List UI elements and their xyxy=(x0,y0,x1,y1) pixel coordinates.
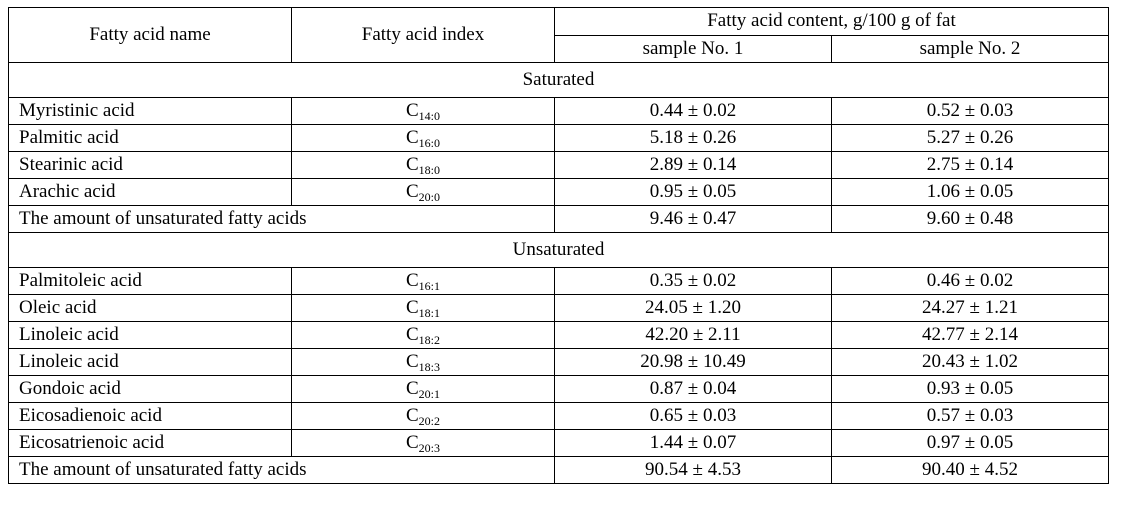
table-row: Gondoic acid C20:1 0.87 ± 0.04 0.93 ± 0.05 xyxy=(8,375,1109,403)
fatty-acid-name: Eicosadienoic acid xyxy=(8,402,292,430)
fatty-acid-name: Stearinic acid xyxy=(8,151,292,179)
index-subscript: 16:0 xyxy=(418,136,441,150)
fatty-acid-name: Linoleic acid xyxy=(8,321,292,349)
fatty-acid-index: C18:2 xyxy=(291,321,555,349)
fatty-acid-index: C16:0 xyxy=(291,124,555,152)
table-row: Palmitoleic acid C16:1 0.35 ± 0.02 0.46 ± 0… xyxy=(8,267,1109,295)
fatty-acid-index: C16:1 xyxy=(291,267,555,295)
index-subscript: 18:0 xyxy=(418,163,441,177)
fatty-acid-name: Palmitic acid xyxy=(8,124,292,152)
table-row: Eicosadienoic acid C20:2 0.65 ± 0.03 0.57 ±… xyxy=(8,402,1109,430)
index-carbon: C xyxy=(405,127,419,148)
total-sample-2: 9.60 ± 0.48 xyxy=(831,205,1109,233)
index-carbon: C xyxy=(405,405,419,426)
fatty-acid-index: C18:1 xyxy=(291,294,555,322)
fatty-acid-index: C20:2 xyxy=(291,402,555,430)
sample-2-value: 0.97 ± 0.05 xyxy=(831,429,1109,457)
header-fatty-acid-name: Fatty acid name xyxy=(8,7,292,63)
sample-2-value: 2.75 ± 0.14 xyxy=(831,151,1109,179)
sample-2-value: 42.77 ± 2.14 xyxy=(831,321,1109,349)
sample-2-value: 0.52 ± 0.03 xyxy=(831,97,1109,125)
fatty-acid-index: C20:0 xyxy=(291,178,555,206)
index-subscript: 16:1 xyxy=(418,279,441,293)
fatty-acid-name: Palmitoleic acid xyxy=(8,267,292,295)
sample-2-value: 0.93 ± 0.05 xyxy=(831,375,1109,403)
subheader-row: sample No. 1 sample No. 2 xyxy=(9,34,1109,63)
header-fatty-acid-content: Fatty acid content, g/100 g of fat xyxy=(554,7,1109,36)
fatty-acid-index: C20:1 xyxy=(291,375,555,403)
sample-1-value: 2.89 ± 0.14 xyxy=(554,151,832,179)
sample-2-value: 24.27 ± 1.21 xyxy=(831,294,1109,322)
sample-1-value: 1.44 ± 0.07 xyxy=(554,429,832,457)
index-subscript: 18:3 xyxy=(418,360,441,374)
index-carbon: C xyxy=(405,432,419,453)
index-carbon: C xyxy=(405,100,419,121)
index-carbon: C xyxy=(405,378,419,399)
fatty-acid-index: C14:0 xyxy=(291,97,555,125)
fatty-acid-name: Linoleic acid xyxy=(8,348,292,376)
total-row-unsaturated: The amount of unsaturated fatty acids 90.… xyxy=(8,456,1109,484)
sample-2-value: 0.57 ± 0.03 xyxy=(831,402,1109,430)
table-row: Linoleic acid C18:2 42.20 ± 2.11 42.77 ± 2.… xyxy=(8,321,1109,349)
section-title-saturated: Saturated xyxy=(8,62,1109,98)
sample-1-value: 42.20 ± 2.11 xyxy=(554,321,832,349)
total-label: The amount of unsaturated fatty acids xyxy=(8,205,555,233)
header-sample-1: sample No. 1 xyxy=(554,34,832,63)
table-row: Arachic acid C20:0 0.95 ± 0.05 1.06 ± 0.05 xyxy=(8,178,1109,206)
fatty-acid-name: Eicosatrienoic acid xyxy=(8,429,292,457)
header-sample-2: sample No. 2 xyxy=(831,34,1109,63)
header-fatty-acid-index: Fatty acid index xyxy=(291,7,555,63)
total-sample-1: 9.46 ± 0.47 xyxy=(554,205,832,233)
header-row: Fatty acid name Fatty acid index Fatty a… xyxy=(8,7,1109,63)
index-subscript: 20:2 xyxy=(418,414,441,428)
sample-2-value: 20.43 ± 1.02 xyxy=(831,348,1109,376)
sample-1-value: 5.18 ± 0.26 xyxy=(554,124,832,152)
sample-1-value: 24.05 ± 1.20 xyxy=(554,294,832,322)
fatty-acid-index: C18:0 xyxy=(291,151,555,179)
fatty-acid-name: Gondoic acid xyxy=(8,375,292,403)
index-carbon: C xyxy=(405,324,419,345)
total-row-saturated: The amount of unsaturated fatty acids 9.4… xyxy=(8,205,1109,233)
table-row: Myristinic acid C14:0 0.44 ± 0.02 0.52 ± 0.… xyxy=(8,97,1109,125)
table-row: Stearinic acid C18:0 2.89 ± 0.14 2.75 ± 0.1… xyxy=(8,151,1109,179)
index-subscript: 14:0 xyxy=(418,109,441,123)
table-row: Oleic acid C18:1 24.05 ± 1.20 24.27 ± 1.21 xyxy=(8,294,1109,322)
sample-1-value: 0.44 ± 0.02 xyxy=(554,97,832,125)
index-subscript: 18:2 xyxy=(418,333,441,347)
table-row: Linoleic acid C18:3 20.98 ± 10.49 20.43 ± 1… xyxy=(8,348,1109,376)
index-subscript: 18:1 xyxy=(418,306,441,320)
fatty-acid-table: Fatty acid name Fatty acid index Fatty a… xyxy=(8,7,1109,484)
fatty-acid-name: Arachic acid xyxy=(8,178,292,206)
sample-2-value: 5.27 ± 0.26 xyxy=(831,124,1109,152)
index-carbon: C xyxy=(405,297,419,318)
table-row: Palmitic acid C16:0 5.18 ± 0.26 5.27 ± 0.26 xyxy=(8,124,1109,152)
index-carbon: C xyxy=(405,181,419,202)
fatty-acid-name: Oleic acid xyxy=(8,294,292,322)
section-row-saturated: Saturated xyxy=(8,62,1109,98)
sample-1-value: 0.35 ± 0.02 xyxy=(554,267,832,295)
index-subscript: 20:3 xyxy=(418,441,441,455)
sample-1-value: 0.65 ± 0.03 xyxy=(554,402,832,430)
fatty-acid-index: C20:3 xyxy=(291,429,555,457)
section-row-unsaturated: Unsaturated xyxy=(8,232,1109,268)
index-carbon: C xyxy=(405,351,419,372)
sample-1-value: 0.87 ± 0.04 xyxy=(554,375,832,403)
index-subscript: 20:1 xyxy=(418,387,441,401)
section-title-unsaturated: Unsaturated xyxy=(8,232,1109,268)
sample-1-value: 20.98 ± 10.49 xyxy=(554,348,832,376)
fatty-acid-name: Myristinic acid xyxy=(8,97,292,125)
index-carbon: C xyxy=(405,270,419,291)
table-row: Eicosatrienoic acid C20:3 1.44 ± 0.07 0.97 … xyxy=(8,429,1109,457)
total-sample-1: 90.54 ± 4.53 xyxy=(554,456,832,484)
total-label: The amount of unsaturated fatty acids xyxy=(8,456,555,484)
index-subscript: 20:0 xyxy=(418,190,441,204)
sample-1-value: 0.95 ± 0.05 xyxy=(554,178,832,206)
fatty-acid-index: C18:3 xyxy=(291,348,555,376)
index-carbon: C xyxy=(405,154,419,175)
sample-2-value: 1.06 ± 0.05 xyxy=(831,178,1109,206)
total-sample-2: 90.40 ± 4.52 xyxy=(831,456,1109,484)
sample-2-value: 0.46 ± 0.02 xyxy=(831,267,1109,295)
